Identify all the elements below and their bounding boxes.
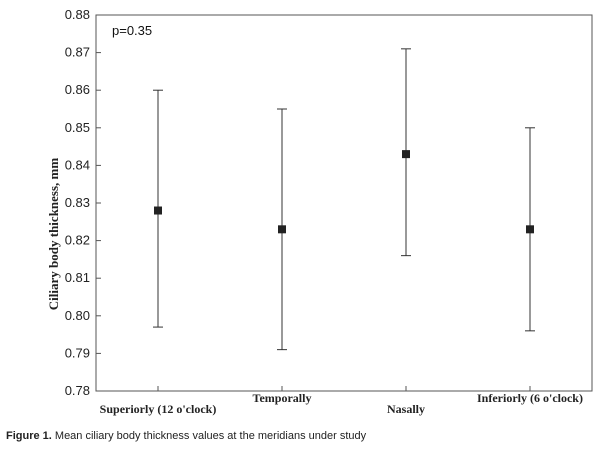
mean-point [154, 206, 162, 215]
mean-point [278, 225, 286, 234]
y-tick-label: 0.78 [65, 383, 90, 398]
x-tick-label: Inferiorly (6 o'clock) [477, 391, 583, 405]
p-value-annotation: p=0.35 [112, 23, 152, 38]
figure-caption-text: Mean ciliary body thickness values at th… [51, 430, 367, 442]
figure-caption-label: Figure 1. [6, 430, 52, 442]
y-tick-label: 0.82 [65, 233, 90, 248]
x-tick-label: Superiorly (12 o'clock) [100, 402, 217, 416]
x-axis-ticks: Superiorly (12 o'clock) Temporally Nasally… [100, 386, 583, 416]
y-tick-label: 0.83 [65, 195, 90, 210]
y-tick-label: 0.80 [65, 308, 90, 323]
mean-points [154, 150, 534, 234]
y-axis-ticks: 0.78 0.79 0.80 0.81 0.82 0.83 0.84 0.85 0.86 0.87… [65, 7, 101, 398]
y-tick-label: 0.79 [65, 345, 90, 360]
mean-point [526, 225, 534, 234]
y-tick-label: 0.88 [65, 7, 90, 22]
plot-area-frame [95, 14, 593, 392]
y-tick-label: 0.84 [65, 157, 90, 172]
error-bars [153, 48, 535, 351]
y-axis-label: Ciliary body thickness, mm [46, 158, 61, 311]
y-tick-label: 0.86 [65, 82, 90, 97]
x-tick-label: Temporally [253, 391, 312, 405]
y-tick-label: 0.85 [65, 120, 90, 135]
mean-point [402, 150, 410, 159]
x-tick-label: Nasally [387, 402, 425, 416]
figure-caption: Figure 1. Mean ciliary body thickness va… [6, 430, 366, 442]
y-tick-label: 0.87 [65, 45, 90, 60]
y-tick-label: 0.81 [65, 270, 90, 285]
